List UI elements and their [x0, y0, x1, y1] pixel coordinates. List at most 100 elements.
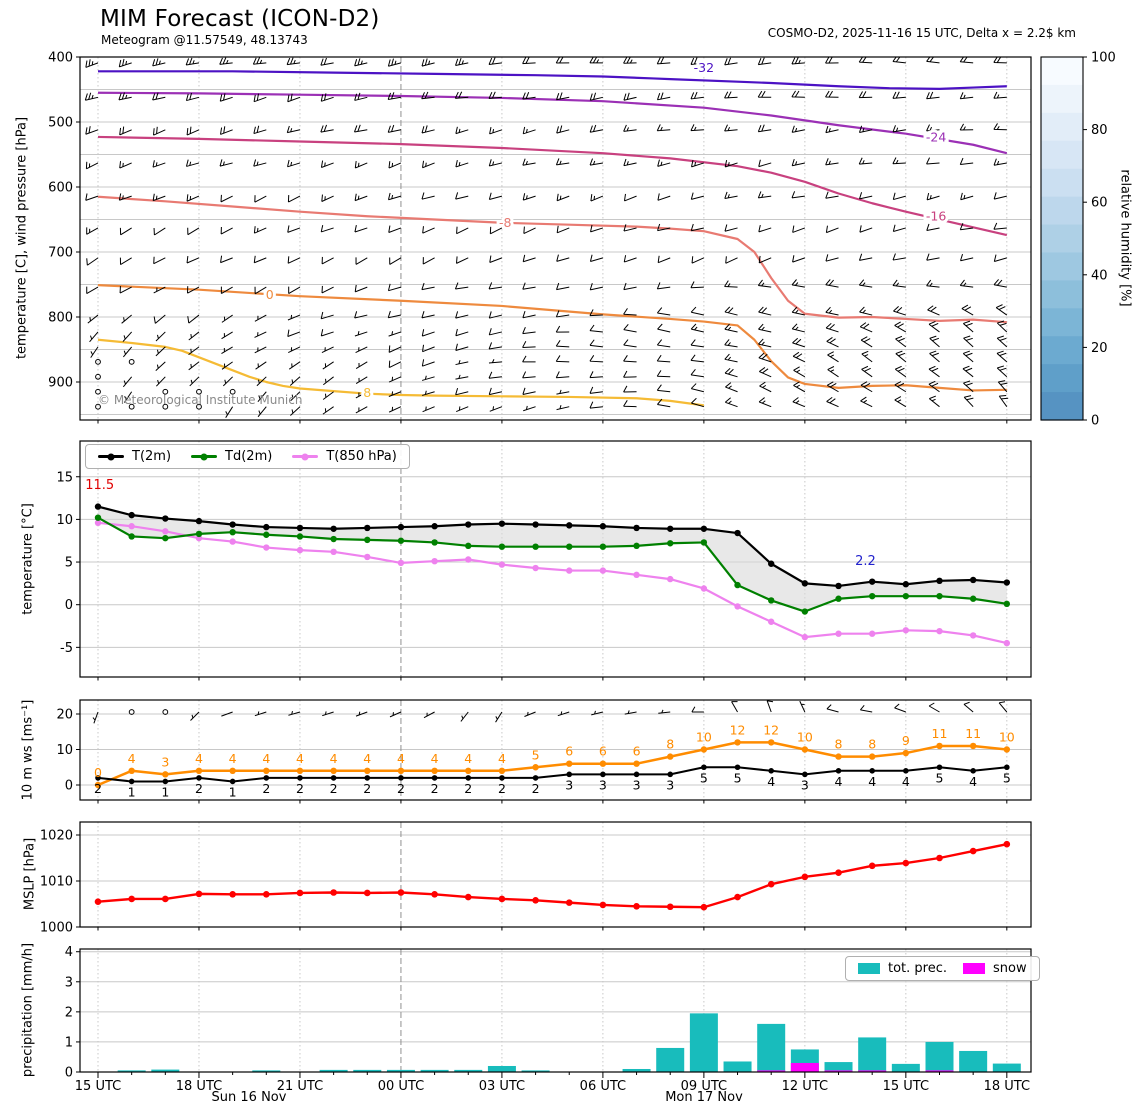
precip-bar: [151, 1069, 180, 1072]
wind-barb-icon: [690, 223, 704, 232]
wind-barb-icon: [791, 158, 805, 167]
wind-barb-icon: [455, 374, 469, 380]
series-marker: [936, 592, 943, 600]
series-marker: [330, 775, 337, 781]
wind-barb-icon: [488, 359, 502, 364]
contour-line--8: [97, 195, 1007, 324]
series-marker: [431, 523, 438, 530]
series-marker: [532, 775, 539, 781]
wind-barb-icon: [657, 323, 671, 333]
calm-wind-icon: [128, 403, 135, 410]
wind-barb-icon: [961, 304, 974, 316]
series-marker: [734, 893, 741, 901]
wind-barb-icon: [522, 387, 536, 395]
wind-barb-icon: [861, 350, 873, 363]
wind-barb-icon: [691, 159, 705, 168]
tick-label: 1000: [40, 921, 73, 936]
wind-barb-icon: [893, 306, 906, 316]
wind-barb-icon: [86, 227, 99, 235]
wind-barb-icon: [522, 91, 536, 100]
series-line: [97, 766, 1007, 783]
wind-barb-icon: [488, 159, 503, 167]
wind-barb-icon: [993, 222, 1007, 230]
wind-barb-icon: [488, 91, 502, 100]
series-marker: [364, 775, 371, 781]
wind-barb-icon: [455, 57, 469, 66]
panel-spine-3: [79, 821, 1032, 928]
grid-panel-4: [80, 949, 1031, 1072]
wind-barb-icon: [894, 381, 907, 393]
wind-barb-icon: [623, 92, 637, 101]
series-marker: [498, 561, 506, 568]
legend-item-totprec: tot. prec.: [858, 961, 947, 976]
series-marker: [902, 749, 910, 757]
wind-barb-icon: [892, 279, 906, 288]
wind-barb-icon: [355, 257, 368, 265]
wind-barb-icon: [758, 159, 772, 168]
wind-barb-icon: [288, 361, 301, 370]
wind-barb-icon: [791, 57, 805, 65]
snow-bar: [757, 1070, 786, 1072]
wind-barb-icon: [858, 253, 873, 261]
day-label-monday: Mon 17 Nov: [665, 1090, 743, 1105]
wind-barb-icon: [555, 158, 570, 166]
series-marker: [498, 520, 506, 527]
contour-line--32: [98, 70, 1007, 90]
series-marker: [397, 523, 405, 531]
wind-barb-icon: [623, 224, 637, 232]
precip-bar: [723, 1061, 752, 1072]
series-marker: [195, 517, 203, 525]
calm-wind-icon: [95, 388, 101, 395]
wind-barb-icon: [757, 279, 772, 288]
wind-barb-icon: [758, 255, 772, 264]
wind-barb-icon: [690, 124, 704, 132]
wind-barb-icon: [320, 93, 334, 102]
wind-barb-icon: [87, 314, 99, 324]
wind-barb-icon: [825, 90, 839, 98]
wind-barb-icon: [998, 394, 1009, 407]
wind-barb-icon: [656, 57, 671, 65]
grid-panel-3: [80, 822, 1031, 928]
gust-value-label: 4: [330, 751, 338, 766]
tick-label: 800: [48, 311, 73, 326]
series-marker: [297, 775, 303, 781]
series-marker: [1003, 840, 1011, 848]
series-marker: [700, 903, 708, 911]
gust-value-label: 12: [730, 722, 746, 737]
wind-barb-icon: [323, 376, 334, 386]
ws-value-label: 2: [498, 781, 506, 796]
wind-barb-icon: [455, 328, 469, 337]
wind-barb-icon: [589, 386, 603, 394]
series-marker: [700, 539, 708, 546]
ws-value-label: 5: [700, 770, 708, 785]
series-marker: [330, 548, 337, 556]
yticks-panel-0: 400 500 600 700 800 900: [48, 51, 80, 391]
series-marker: [768, 560, 775, 567]
wind-barb-icon: [825, 322, 839, 333]
wind-barb-icon: [993, 254, 1007, 262]
wind-barb-icon: [724, 323, 738, 333]
wind-barb-icon: [455, 126, 469, 135]
series-marker: [162, 515, 169, 522]
tick-label: 4: [65, 945, 73, 960]
wind-barb-icon: [894, 396, 907, 408]
series-marker: [498, 895, 506, 903]
wind-barb-icon: [960, 192, 974, 201]
series-marker: [633, 903, 640, 910]
wind-barb-icon: [321, 285, 334, 294]
wind-barb-icon: [522, 355, 536, 363]
humidity-colorbar: 0 20 40 60 80 100: [1040, 51, 1116, 429]
wind-barb-icon: [993, 123, 1007, 131]
series-marker: [128, 511, 135, 519]
wind-barb-icon: [996, 365, 1008, 378]
wind-barb-icon: [759, 367, 772, 378]
series-marker: [128, 533, 135, 540]
wind-barb-icon: [860, 396, 873, 408]
wind-barb-icon: [252, 57, 267, 65]
wind-barb-icon: [724, 124, 738, 132]
axis-label-windspeed: 10 m ws [ms⁻¹]: [20, 699, 36, 801]
series-marker: [701, 764, 707, 771]
yticks-panel-4: 0 1 2 3 4: [65, 945, 80, 1081]
wind-barb-icon: [892, 157, 906, 165]
wind-barb-icon: [894, 703, 907, 713]
